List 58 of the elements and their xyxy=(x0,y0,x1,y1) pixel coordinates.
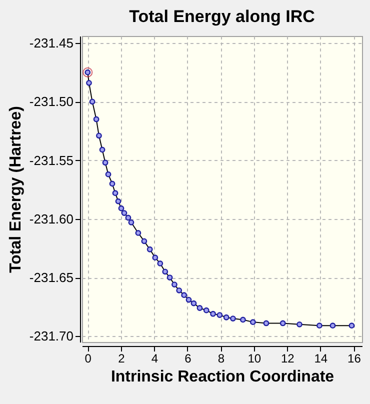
point xyxy=(196,305,203,311)
x-tick-label: 6 xyxy=(184,352,192,366)
point xyxy=(162,268,168,275)
point xyxy=(128,219,134,226)
point xyxy=(146,246,153,252)
point xyxy=(93,116,100,122)
point xyxy=(121,210,128,216)
point xyxy=(166,274,173,280)
point xyxy=(176,287,182,294)
y-axis-title: Total Energy (Hartree) xyxy=(7,106,24,273)
point xyxy=(96,132,102,139)
point xyxy=(141,238,148,244)
point xyxy=(181,292,188,298)
point xyxy=(115,198,122,204)
point xyxy=(190,300,197,306)
y-tick-label: -231.70 xyxy=(29,328,74,344)
point xyxy=(109,180,116,187)
point xyxy=(105,171,112,178)
x-tick-label: 14 xyxy=(314,352,328,366)
y-tick-label: -231.65 xyxy=(29,270,74,286)
point xyxy=(99,146,106,153)
y-tick-label: -231.45 xyxy=(29,36,74,51)
point xyxy=(296,321,302,328)
x-tick-label: 8 xyxy=(218,352,225,366)
y-tick-label: -231.55 xyxy=(29,152,74,168)
point xyxy=(102,160,108,166)
point xyxy=(348,322,355,329)
point xyxy=(135,230,142,236)
point xyxy=(330,322,336,329)
point xyxy=(203,307,210,314)
point xyxy=(230,316,236,322)
point xyxy=(316,322,322,329)
point xyxy=(125,214,132,221)
y-tick-label: -231.60 xyxy=(29,211,74,226)
x-tick-label: 2 xyxy=(118,352,126,366)
x-tick-label: 16 xyxy=(348,352,362,366)
point xyxy=(152,254,158,261)
y-tick-label: -231.50 xyxy=(29,94,74,110)
point xyxy=(216,312,223,318)
point xyxy=(112,190,118,196)
x-tick-label: 4 xyxy=(151,352,158,366)
point xyxy=(263,320,270,326)
x-axis-title: Intrinsic Reaction Coordinate xyxy=(110,368,334,386)
x-tick-label: 10 xyxy=(248,352,262,366)
chart-title: Total Energy along IRC xyxy=(129,7,315,26)
x-tick-label: 12 xyxy=(281,352,295,366)
point xyxy=(280,320,286,326)
point xyxy=(89,98,96,105)
point xyxy=(186,296,192,303)
point xyxy=(223,314,230,320)
x-tick-label: 0 xyxy=(84,352,92,366)
point xyxy=(118,205,124,212)
point xyxy=(172,282,178,288)
point xyxy=(210,310,216,317)
point xyxy=(250,319,256,326)
point xyxy=(157,260,164,266)
point xyxy=(240,316,246,323)
point xyxy=(86,80,92,86)
